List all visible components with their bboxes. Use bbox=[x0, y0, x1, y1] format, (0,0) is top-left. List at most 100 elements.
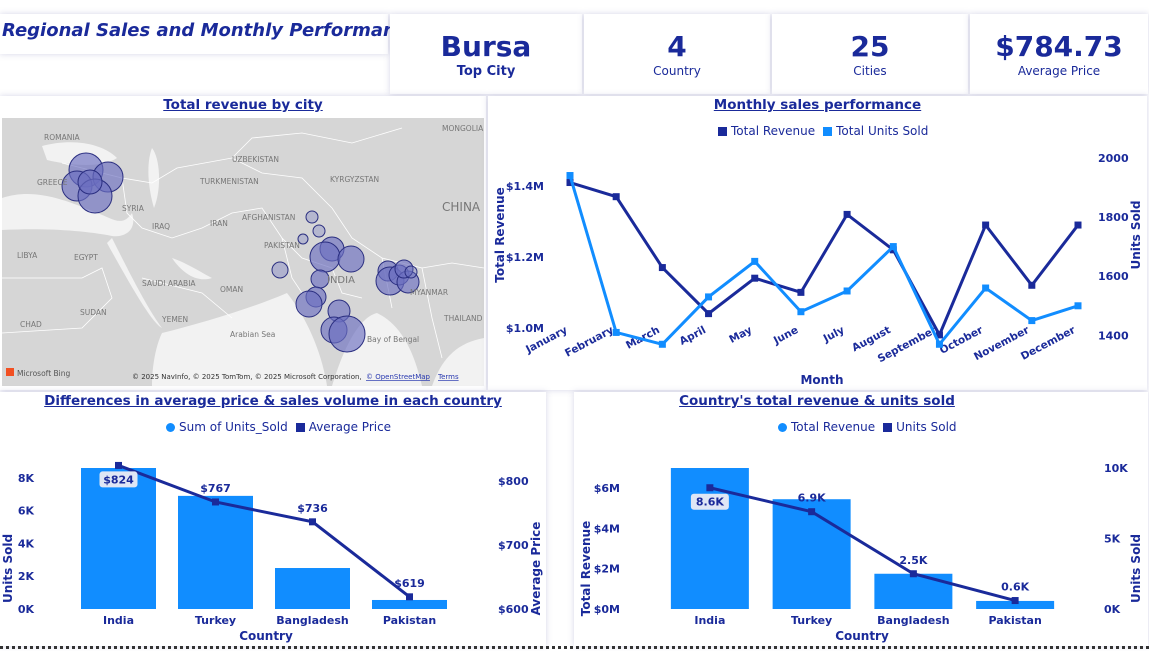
data-point bbox=[751, 257, 759, 265]
osm-link[interactable]: © OpenStreetMap bbox=[366, 373, 431, 381]
city-bubble[interactable] bbox=[312, 224, 326, 238]
x-tick-label: July bbox=[821, 324, 847, 345]
y-tick-label: 6K bbox=[18, 505, 35, 518]
y2-tick-label: 2000 bbox=[1098, 152, 1129, 165]
terms-link[interactable]: Terms bbox=[437, 373, 459, 381]
kpi-label: Top City bbox=[456, 64, 516, 79]
map-label: Arabian Sea bbox=[230, 330, 275, 339]
data-label: 2.5K bbox=[899, 554, 927, 567]
y2-axis-title: Units Sold bbox=[1129, 534, 1143, 603]
data-point bbox=[705, 293, 713, 301]
city-bubble[interactable] bbox=[328, 315, 366, 353]
y-tick-label: $6M bbox=[594, 482, 620, 495]
map-label: ROMANIA bbox=[44, 133, 81, 142]
title-panel bbox=[0, 14, 388, 54]
data-label: $767 bbox=[200, 482, 231, 495]
monthly-line-chart[interactable]: $1.0M$1.2M$1.4M1400160018002000JanuaryFe… bbox=[488, 140, 1147, 390]
bar bbox=[874, 573, 953, 609]
x-tick-label: Bangladesh bbox=[276, 614, 348, 627]
bar bbox=[275, 568, 350, 609]
map-title: Total revenue by city bbox=[163, 97, 323, 113]
legend-label: Units Sold bbox=[896, 420, 957, 434]
city-bubble[interactable] bbox=[305, 210, 319, 224]
revenue-units-legend: Total Revenue Units Sold bbox=[778, 420, 957, 434]
bar bbox=[772, 499, 851, 609]
data-point bbox=[115, 461, 122, 469]
price-volume-combo-chart[interactable]: 0K 2K 4K 6K 8K $600 $700 $800 India Turkey Banglad… bbox=[0, 438, 546, 646]
persian-gulf bbox=[172, 258, 212, 280]
bar bbox=[178, 495, 253, 609]
series-line bbox=[569, 181, 1080, 339]
kpi-label: Average Price bbox=[1017, 64, 1101, 78]
city-bubble[interactable] bbox=[404, 265, 418, 279]
map-attribution: © 2025 NavInfo, © 2025 TomTom, © 2025 Mi… bbox=[132, 373, 362, 381]
data-label: $736 bbox=[297, 502, 328, 515]
caspian-sea bbox=[148, 148, 160, 208]
city-bubble[interactable] bbox=[297, 233, 309, 245]
y2-axis-title: Units Sold bbox=[1129, 200, 1143, 269]
city-bubble[interactable] bbox=[309, 241, 341, 273]
legend-label: Total Revenue bbox=[791, 420, 876, 434]
city-bubble[interactable] bbox=[77, 169, 103, 195]
city-bubble[interactable] bbox=[337, 245, 365, 273]
map-label: IRAQ bbox=[152, 222, 170, 231]
data-point bbox=[309, 518, 316, 526]
data-label: $824 bbox=[103, 473, 134, 486]
data-point bbox=[706, 484, 714, 492]
mediterranean-sea bbox=[2, 193, 134, 237]
data-label: 8.6K bbox=[696, 496, 724, 509]
monthly-legend: Total Revenue Total Units Sold bbox=[718, 124, 928, 138]
x-tick-label: May bbox=[727, 324, 754, 346]
revenue-map[interactable]: ROMANIA MONGOLIA UZBEKISTAN GREECE TURKM… bbox=[2, 118, 484, 386]
map-label: CHAD bbox=[20, 320, 42, 329]
data-point bbox=[705, 310, 713, 318]
monthly-panel bbox=[488, 96, 1147, 390]
data-point bbox=[212, 498, 219, 506]
map-label: EGYPT bbox=[74, 253, 98, 262]
y2-tick-label: 10K bbox=[1104, 462, 1128, 475]
price-volume-title: Differences in average price & sales vol… bbox=[44, 393, 502, 409]
legend-swatch bbox=[166, 422, 175, 432]
y-tick-label: $4M bbox=[594, 522, 620, 535]
kpi-country[interactable]: 4 Country bbox=[584, 14, 770, 94]
y2-axis-title: Average Price bbox=[529, 522, 543, 616]
data-point bbox=[658, 264, 666, 272]
data-label-bg bbox=[99, 471, 138, 488]
city-bubble[interactable] bbox=[295, 290, 323, 318]
city-bubble[interactable] bbox=[394, 259, 414, 279]
y-tick-label: $1.0M bbox=[506, 322, 544, 335]
data-point bbox=[889, 243, 897, 251]
x-tick-label: April bbox=[678, 324, 708, 348]
kpi-average-price[interactable]: $784.73 Average Price bbox=[970, 14, 1148, 94]
map-label: AFGHANISTAN bbox=[242, 213, 295, 222]
y2-tick-label: $800 bbox=[498, 475, 529, 488]
x-tick-label: India bbox=[694, 614, 725, 627]
y-tick-label: $0M bbox=[594, 603, 620, 616]
kpi-cities[interactable]: 25 Cities bbox=[772, 14, 968, 94]
map-label: INDIA bbox=[327, 275, 355, 286]
x-tick-label: Turkey bbox=[195, 614, 236, 627]
bar bbox=[372, 599, 447, 609]
revenue-units-title: Country's total revenue & units sold bbox=[679, 393, 955, 409]
legend-swatch bbox=[883, 422, 893, 432]
legend-swatch bbox=[778, 422, 787, 432]
x-axis-title: Country bbox=[239, 629, 293, 643]
bing-logo-icon bbox=[6, 368, 14, 376]
data-point bbox=[612, 328, 620, 336]
city-bubbles[interactable] bbox=[61, 152, 420, 353]
y-tick-label: 4K bbox=[18, 537, 35, 550]
city-bubble[interactable] bbox=[271, 261, 289, 279]
data-point bbox=[658, 340, 666, 348]
y-tick-label: $1.4M bbox=[506, 180, 544, 193]
y-tick-label: 0K bbox=[18, 603, 35, 616]
kpi-label: Cities bbox=[853, 64, 887, 78]
kpi-top-city[interactable]: Bursa Top City bbox=[390, 14, 582, 94]
map-label: UZBEKISTAN bbox=[232, 155, 279, 164]
y-axis-title: Total Revenue bbox=[493, 187, 507, 283]
y2-tick-label: 1800 bbox=[1098, 211, 1129, 224]
map-labels: ROMANIA MONGOLIA UZBEKISTAN GREECE TURKM… bbox=[17, 124, 484, 344]
legend-label: Sum of Units_Sold bbox=[179, 420, 288, 434]
y-axis-title: Total Revenue bbox=[579, 521, 593, 617]
revenue-units-combo-chart[interactable]: $0M $2M $4M $6M 0K 5K 10K India Turkey Bangladesh… bbox=[574, 438, 1148, 646]
map-label: TURKMENISTAN bbox=[199, 177, 259, 186]
